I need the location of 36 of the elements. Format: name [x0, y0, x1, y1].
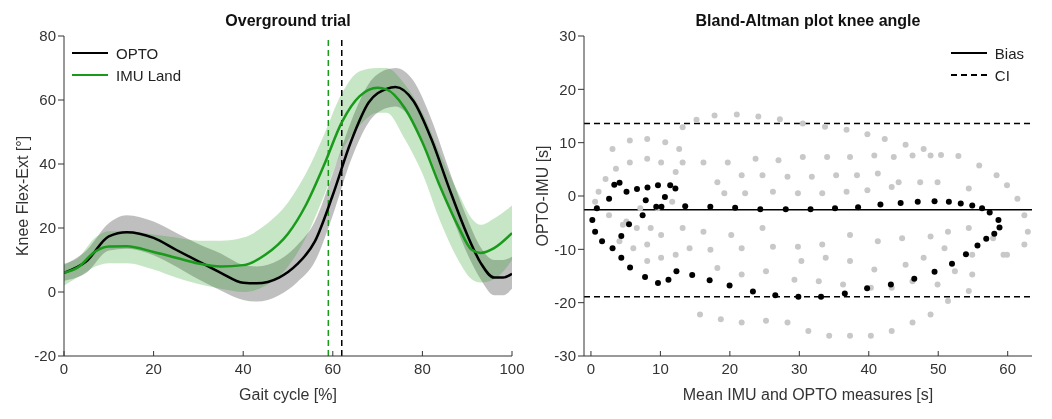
y-tick-label: 40 [39, 155, 56, 173]
x-tick-label: 40 [860, 359, 878, 377]
y-tick-label: 20 [39, 219, 56, 237]
y-axis-title: Knee Flex-Ext [°] [13, 135, 31, 257]
legend-label: Bias [994, 44, 1024, 62]
y-axis-title: OPTO-IMU [s] [533, 145, 551, 247]
x-tick-label: 10 [652, 359, 669, 377]
y-tick-label: 0 [47, 283, 56, 301]
x-tick-label: 60 [999, 359, 1017, 377]
x-axis-title: Gait cycle [%] [239, 386, 337, 403]
y-tick-label: 60 [39, 91, 56, 109]
y-tick-label: 10 [559, 133, 576, 151]
x-axis-title: Mean IMU and OPTO measures [s] [682, 386, 934, 403]
y-tick-label: -20 [34, 347, 56, 365]
x-tick-label: 50 [929, 359, 947, 377]
x-tick-label: 30 [790, 359, 808, 377]
x-tick-label: 80 [414, 359, 431, 377]
x-tick-label: 20 [145, 359, 162, 377]
x-tick-label: 20 [721, 359, 739, 377]
x-tick-label: 60 [324, 359, 342, 377]
legend-label: IMU Land [116, 66, 182, 84]
x-tick-label: 0 [59, 359, 69, 377]
y-tick-label: -10 [554, 240, 576, 258]
chart-title: Bland-Altman plot knee angle [694, 12, 922, 30]
x-tick-label: 100 [499, 359, 525, 377]
x-tick-label: 0 [586, 359, 596, 377]
y-tick-label: 80 [39, 27, 56, 45]
y-tick-label: 0 [567, 187, 576, 205]
chart-title: Overground trial [224, 12, 352, 30]
y-tick-label: -20 [554, 293, 576, 311]
y-tick-label: 30 [559, 27, 576, 45]
x-tick-label: 40 [234, 359, 252, 377]
y-tick-label: 20 [559, 80, 576, 98]
legend-label: OPTO [116, 44, 159, 62]
y-tick-label: -30 [554, 347, 576, 365]
legend-label: CI [994, 66, 1010, 84]
